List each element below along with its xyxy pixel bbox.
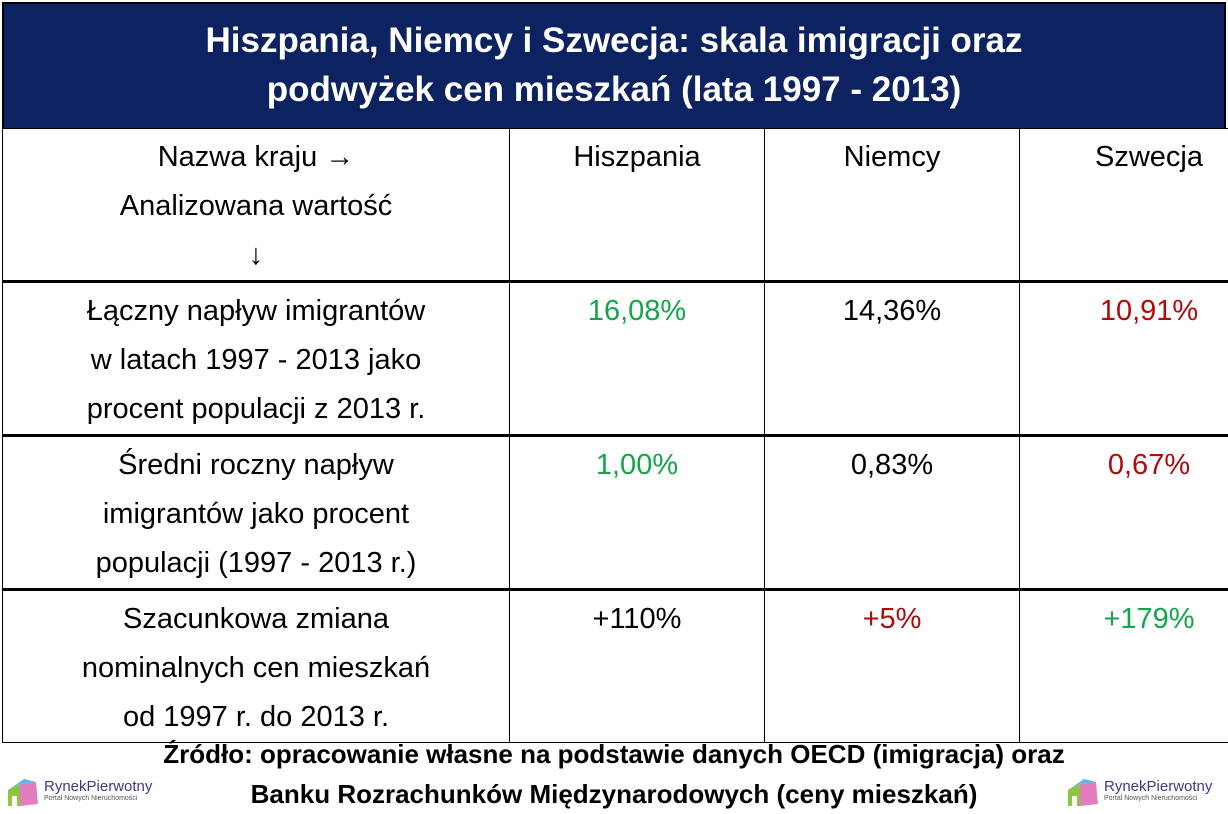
title-line-1: Hiszpania, Niemcy i Szwecja: skala imigr…	[205, 21, 1023, 60]
source-line-2: Banku Rozrachunków Międzynarodowych (cen…	[250, 779, 978, 809]
value-cell-spain: +110%	[509, 588, 765, 743]
value-cell-spain: 16,08%	[509, 280, 765, 436]
table-row: Średni roczny napływ imigrantów jako pro…	[2, 434, 1228, 590]
row-label-cell: Średni roczny napływ imigrantów jako pro…	[2, 434, 510, 590]
data-table: Nazwa kraju → Analizowana wartość ↓ Hisz…	[2, 128, 1228, 743]
corner-country-label: Nazwa kraju →	[157, 141, 355, 173]
row-label-line: Średni roczny napływ	[118, 449, 394, 481]
logo-tagline: Portal Nowych Nieruchomości	[44, 795, 138, 802]
row-label-line: Łączny napływ imigrantów	[86, 295, 426, 327]
logo-right: RynekPierwotny Portal Nowych Nieruchomoś…	[1066, 778, 1212, 808]
column-header-spain: Hiszpania	[509, 128, 765, 282]
corner-value-label: Analizowana wartość	[119, 190, 393, 222]
logo-left: RynekPierwotny Portal Nowych Nieruchomoś…	[6, 778, 152, 808]
logo-tagline: Portal Nowych Nieruchomości	[1104, 795, 1198, 802]
value-cell-germany: 0,83%	[764, 434, 1020, 590]
row-label-line: od 1997 r. do 2013 r.	[122, 701, 390, 733]
source-line-1: Źródło: opracowanie własne na podstawie …	[163, 739, 1065, 769]
row-label-line: populacji (1997 - 2013 r.)	[95, 547, 417, 579]
source-note: Źródło: opracowanie własne na podstawie …	[0, 734, 1228, 814]
logo-name: RynekPierwotny	[44, 778, 153, 795]
row-label-line: Szacunkowa zmiana	[123, 603, 389, 635]
column-header-sweden: Szwecja	[1019, 128, 1228, 282]
value-cell-sweden: 0,67%	[1019, 434, 1228, 590]
house-logo-icon	[8, 779, 38, 806]
value-cell-germany: +5%	[764, 588, 1020, 743]
row-label-cell: Łączny napływ imigrantów w latach 1997 -…	[2, 280, 510, 436]
column-header-germany: Niemcy	[764, 128, 1020, 282]
arrow-down-icon: ↓	[248, 239, 264, 271]
row-label-line: procent populacji z 2013 r.	[86, 393, 426, 425]
table-row: Szacunkowa zmiana nominalnych cen mieszk…	[2, 588, 1228, 743]
title-line-2: podwyżek cen mieszkań (lata 1997 - 2013)	[266, 70, 962, 109]
table-frame: Hiszpania, Niemcy i Szwecja: skala imigr…	[2, 2, 1228, 743]
value-cell-sweden: 10,91%	[1019, 280, 1228, 436]
row-label-line: nominalnych cen mieszkań	[81, 652, 431, 684]
value-cell-germany: 14,36%	[764, 280, 1020, 436]
row-label-line: imigrantów jako procent	[102, 498, 410, 530]
row-label-line: w latach 1997 - 2013 jako	[90, 344, 422, 376]
house-logo-icon	[1068, 779, 1098, 806]
header-row: Nazwa kraju → Analizowana wartość ↓ Hisz…	[2, 128, 1228, 282]
logo-name: RynekPierwotny	[1104, 778, 1213, 795]
corner-header-cell: Nazwa kraju → Analizowana wartość ↓	[2, 128, 510, 282]
page-title: Hiszpania, Niemcy i Szwecja: skala imigr…	[2, 2, 1226, 128]
table-row: Łączny napływ imigrantów w latach 1997 -…	[2, 280, 1228, 436]
row-label-cell: Szacunkowa zmiana nominalnych cen mieszk…	[2, 588, 510, 743]
value-cell-spain: 1,00%	[509, 434, 765, 590]
value-cell-sweden: +179%	[1019, 588, 1228, 743]
